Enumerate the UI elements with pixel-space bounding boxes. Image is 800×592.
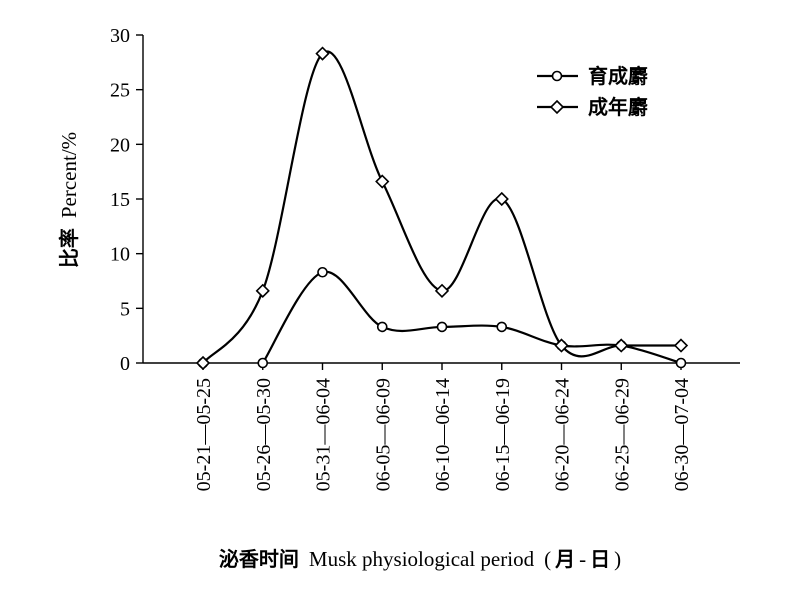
x-axis-title-paren-open: ( [544, 547, 551, 571]
x-tick-label: 06-10—06-14 [432, 378, 454, 491]
data-point-series-2 [494, 191, 509, 207]
x-tick-label: 06-15—06-19 [492, 378, 514, 491]
axes [142, 35, 740, 364]
series-line-2 [202, 50, 681, 364]
data-point-series-2 [434, 283, 450, 298]
series-layer [195, 46, 689, 371]
data-point-series-2 [255, 283, 270, 298]
x-tick-label: 06-05—06-09 [372, 378, 394, 491]
x-axis-title-cjk: 泌香时间 [219, 547, 299, 571]
data-point-series-1 [496, 321, 508, 333]
y-tick-label: 30 [110, 25, 130, 47]
data-point-series-1 [436, 321, 448, 333]
data-point-series-2 [195, 355, 211, 371]
x-axis-title-latin: Musk physiological period [309, 547, 535, 571]
data-point-series-2 [673, 338, 689, 353]
x-tick-label: 05-26—05-30 [253, 378, 275, 491]
x-axis-title-paren-close: ) [614, 547, 621, 571]
x-ticks: 05-21—05-25 05-26—05-30 05-31—06-04 06-05—0… [193, 363, 693, 491]
data-point-series-2 [614, 338, 629, 353]
y-tick-label: 5 [120, 298, 130, 320]
data-point-series-2 [315, 46, 330, 61]
data-point-series-1 [376, 321, 388, 333]
legend-entry-series-2: 成年麝 [537, 95, 648, 119]
legend: 育成麝 成年麝 [537, 64, 648, 119]
x-axis-title-unit-sep: - [579, 547, 586, 571]
data-point-series-1 [257, 357, 269, 369]
data-point-series-1 [317, 266, 328, 278]
legend-entry-series-1: 育成麝 [537, 64, 648, 88]
legend-marker-series-2 [549, 99, 565, 115]
x-tick-label: 05-21—05-25 [193, 378, 215, 491]
svg-text:比率 Percent/%: 比率 Percent/% [57, 132, 81, 268]
legend-marker-series-1 [551, 70, 563, 82]
x-tick-label: 06-25—06-29 [611, 378, 633, 491]
y-tick-label: 20 [110, 134, 130, 156]
legend-label-series-1: 育成麝 [588, 64, 648, 88]
y-tick-label: 10 [110, 244, 130, 266]
x-axis-title-unit-month: 月 [554, 547, 575, 571]
x-axis-title: 泌香时间 Musk physiological period ( 月 - 日 ) [219, 547, 621, 571]
y-axis-title: 比率 Percent/% [57, 132, 81, 268]
y-tick-label: 15 [110, 189, 130, 211]
y-ticks: 0 5 10 15 20 25 30 [110, 25, 143, 375]
y-tick-label: 0 [120, 353, 130, 375]
data-point-series-2 [375, 174, 390, 189]
y-tick-label: 25 [110, 80, 130, 102]
x-axis-title-unit-day: 日 [590, 547, 610, 571]
data-point-series-2 [554, 338, 569, 353]
x-tick-label: 05-31—06-04 [313, 378, 335, 491]
y-axis-title-cjk: 比率 [57, 228, 81, 268]
legend-label-series-2: 成年麝 [588, 95, 648, 119]
x-tick-label: 06-20—06-24 [552, 378, 574, 491]
x-tick-label: 06-30—07-04 [671, 378, 693, 491]
y-axis-title-latin: Percent/% [57, 132, 81, 218]
data-point-series-1 [675, 357, 687, 369]
